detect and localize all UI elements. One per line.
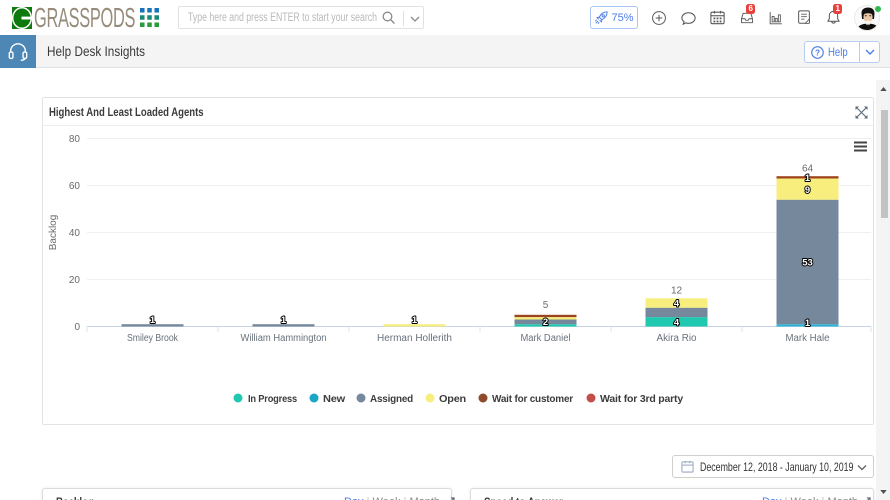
- svg-text:William Hammington: William Hammington: [241, 333, 327, 344]
- svg-text:20: 20: [69, 275, 81, 286]
- svg-text:40: 40: [69, 228, 81, 239]
- svg-text:80: 80: [69, 134, 81, 145]
- svg-text:5: 5: [543, 300, 549, 311]
- svg-text:Mark Daniel: Mark Daniel: [521, 333, 571, 344]
- svg-text:Mark Hale: Mark Hale: [786, 333, 830, 344]
- svg-text:Backlog: Backlog: [48, 215, 59, 251]
- svg-text:1: 1: [281, 315, 287, 326]
- svg-text:9: 9: [805, 185, 810, 196]
- svg-text:0: 0: [74, 322, 80, 333]
- svg-text:Assigned: Assigned: [370, 393, 413, 405]
- svg-text:1: 1: [805, 173, 811, 184]
- svg-text:Herman Hollerith: Herman Hollerith: [377, 333, 452, 344]
- svg-text:Smiley Brook: Smiley Brook: [127, 333, 179, 344]
- svg-text:4: 4: [674, 299, 680, 310]
- svg-text:1: 1: [412, 315, 418, 326]
- svg-text:60: 60: [69, 181, 81, 192]
- svg-text:1: 1: [150, 315, 156, 326]
- svg-text:Wait for customer: Wait for customer: [492, 393, 573, 405]
- svg-text:?: ?: [815, 47, 820, 57]
- svg-text:1: 1: [805, 318, 811, 329]
- svg-text:64: 64: [802, 164, 814, 175]
- svg-text:53: 53: [802, 258, 813, 269]
- svg-text:4: 4: [674, 318, 680, 329]
- svg-text:New: New: [323, 393, 346, 405]
- svg-text:Open: Open: [439, 393, 466, 405]
- svg-text:Akira Rio: Akira Rio: [657, 333, 697, 344]
- svg-text:In Progress: In Progress: [248, 393, 297, 405]
- svg-text:Wait for 3rd party: Wait for 3rd party: [600, 393, 683, 405]
- svg-text:12: 12: [671, 286, 683, 297]
- svg-text:2: 2: [543, 317, 548, 328]
